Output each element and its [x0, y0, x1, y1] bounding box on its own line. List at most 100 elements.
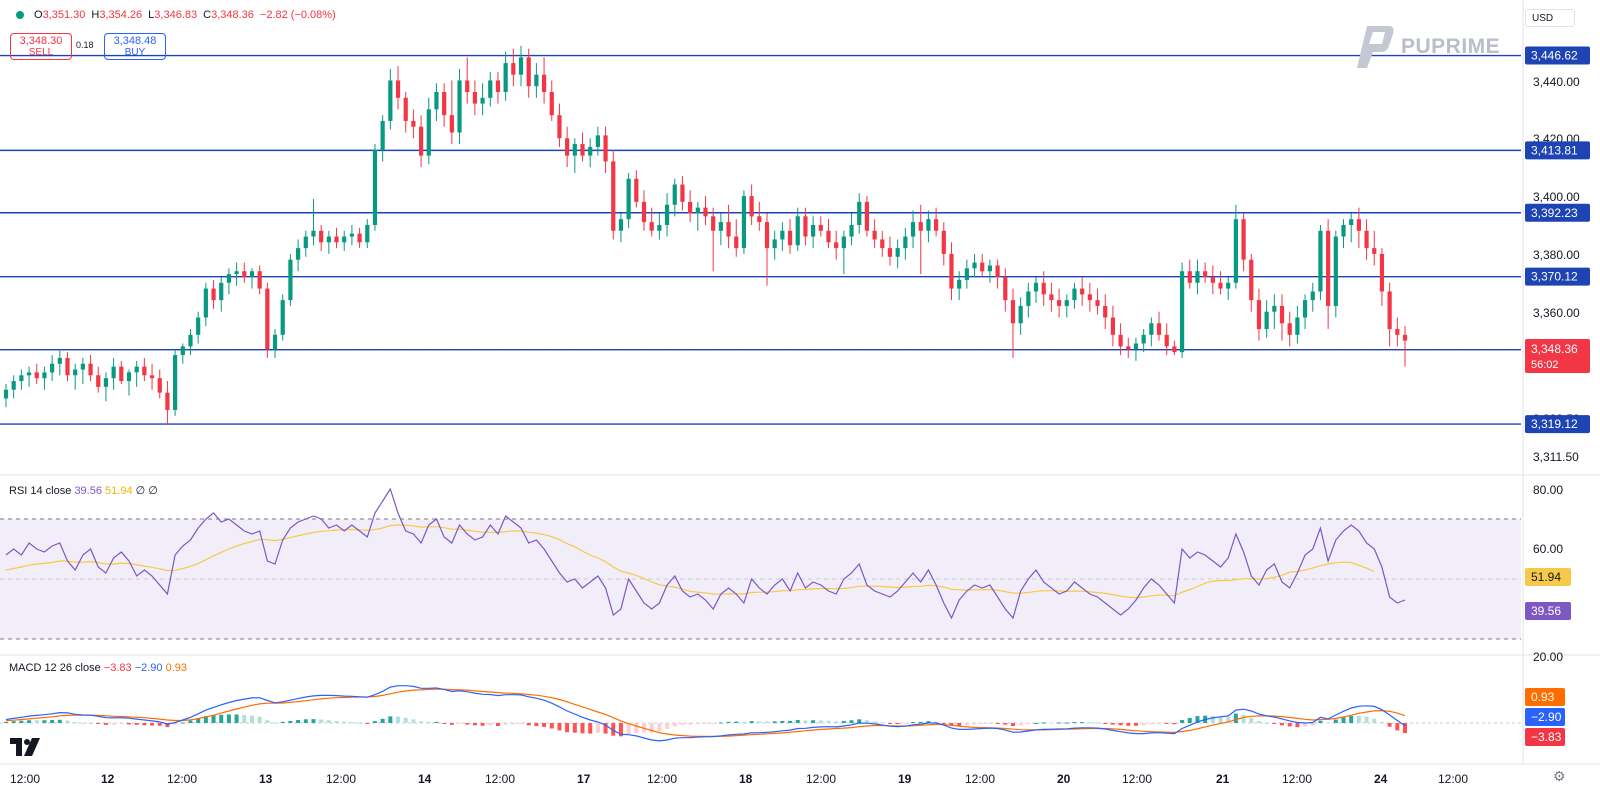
macd-histogram-bar	[803, 720, 808, 723]
candle-body	[803, 216, 808, 237]
macd-histogram-bar	[903, 723, 908, 724]
buy-button[interactable]: 3,348.48 BUY	[104, 33, 166, 60]
tradingview-logo[interactable]	[10, 738, 42, 761]
puprime-logo-icon	[1357, 26, 1394, 68]
macd-signal-badge-bg	[1525, 708, 1565, 726]
macd-histogram-bar	[595, 723, 600, 733]
candle-body	[342, 236, 347, 243]
macd-histogram-bar	[503, 723, 508, 725]
macd-histogram-bar	[849, 720, 854, 723]
price-tick: 3,380.00	[1533, 248, 1580, 262]
time-tick: 14	[418, 772, 432, 786]
macd-histogram-bar	[542, 723, 547, 727]
rsi-legend[interactable]: RSI 14 close 39.56 51.94 ∅ ∅	[9, 484, 158, 497]
macd-histogram-bar	[242, 714, 247, 723]
candle-body	[549, 92, 554, 116]
time-tick: 12	[101, 772, 115, 786]
candle-body	[326, 236, 331, 243]
candle-body	[349, 233, 355, 237]
candle-body	[1226, 282, 1231, 289]
macd-histogram-bar	[372, 721, 377, 723]
candle-body	[1133, 343, 1139, 350]
candle-body	[941, 230, 946, 254]
rsi-ma-badge: 51.94	[1531, 570, 1561, 584]
candle-body	[103, 378, 109, 387]
macd-legend[interactable]: MACD 12 26 close −3.83 −2.90 0.93	[9, 662, 187, 674]
candle-body	[749, 196, 754, 217]
macd-histogram-bar	[334, 720, 339, 723]
price-change: −2.82 (−0.08%)	[259, 9, 336, 21]
macd-line-badge-bg	[1525, 728, 1565, 746]
macd-histogram-bar	[1372, 718, 1377, 723]
candle-body	[288, 259, 293, 301]
macd-histogram-bar	[434, 721, 439, 723]
candle-body	[1080, 288, 1085, 295]
macd-legend-signal: −2.90	[134, 662, 163, 674]
candle-body	[949, 253, 954, 289]
macd-histogram-bar	[657, 723, 662, 732]
macd-histogram-bar	[442, 723, 447, 724]
candle-body	[518, 57, 524, 75]
candle-body	[1064, 300, 1069, 306]
candle-body	[841, 236, 846, 249]
macd-histogram-bar	[1241, 714, 1246, 723]
candle-body	[872, 230, 877, 240]
macd-histogram-bar	[626, 723, 631, 735]
candle-body	[1310, 291, 1315, 301]
candle-body	[234, 271, 239, 275]
candle-body	[119, 366, 124, 382]
candle-body	[1087, 294, 1092, 301]
macd-histogram-bar	[273, 722, 278, 724]
candle-body	[995, 265, 1000, 278]
candle-body	[434, 92, 439, 110]
macd-histogram-bar	[618, 723, 623, 737]
macd-histogram-bar	[1034, 723, 1039, 724]
currency-selector[interactable]: USD	[1525, 9, 1575, 27]
macd-histogram-bar	[718, 722, 723, 724]
candle-body	[388, 80, 393, 121]
ohlc-legend[interactable]: O3,351.30 H3,354.26 L3,346.83 C3,348.36 …	[16, 9, 336, 21]
macd-histogram-bar	[1133, 723, 1138, 726]
candle-body	[787, 230, 793, 246]
candle-body	[711, 216, 716, 231]
candle-body	[1003, 277, 1008, 301]
time-axis[interactable]: 12:00 12 12:00 13 12:00 14 12:00 17 12:0…	[10, 772, 1468, 786]
macd-histogram-bar	[1210, 715, 1215, 723]
candle-body	[526, 57, 531, 87]
sell-label: SELL	[28, 47, 54, 58]
candle-body	[780, 230, 785, 240]
level-badge: 3,392.23	[1525, 203, 1590, 222]
macd-histogram-bar	[396, 716, 401, 723]
time-tick: 20	[1057, 772, 1071, 786]
macd-histogram-bar	[703, 723, 708, 724]
macd-histogram-bar	[319, 719, 324, 723]
sell-button[interactable]: 3,348.30 SELL	[10, 33, 72, 60]
macd-histogram-bar	[311, 719, 316, 723]
candle-body	[1049, 294, 1054, 301]
candle-body	[1110, 317, 1116, 335]
gear-icon[interactable]: ⚙	[1553, 768, 1566, 784]
candle-body	[1302, 300, 1308, 318]
candle-body	[565, 138, 570, 156]
macd-legend-hist: 0.93	[165, 662, 188, 674]
macd-histogram-bar	[465, 723, 470, 725]
market-status-icon	[16, 11, 24, 19]
macd-histogram-bar	[526, 723, 531, 726]
candle-body	[641, 201, 647, 223]
macd-histogram-bar	[1072, 722, 1077, 724]
macd-histogram-bar	[426, 721, 431, 723]
price-tick: 3,360.00	[1533, 306, 1580, 320]
macd-histogram-bar	[1149, 723, 1154, 725]
candle-body	[1295, 317, 1300, 335]
macd-histogram-bar	[326, 720, 331, 723]
macd-histogram-bar	[1018, 723, 1023, 726]
macd-histogram-bar	[142, 723, 147, 726]
macd-histogram-bar	[226, 714, 231, 723]
candle-body	[634, 178, 639, 202]
candle-body	[834, 242, 839, 249]
macd-histogram-bar	[857, 719, 862, 723]
candle-body	[1326, 230, 1331, 306]
macd-histogram-bar	[680, 723, 685, 726]
macd-histogram-bar	[580, 723, 585, 734]
